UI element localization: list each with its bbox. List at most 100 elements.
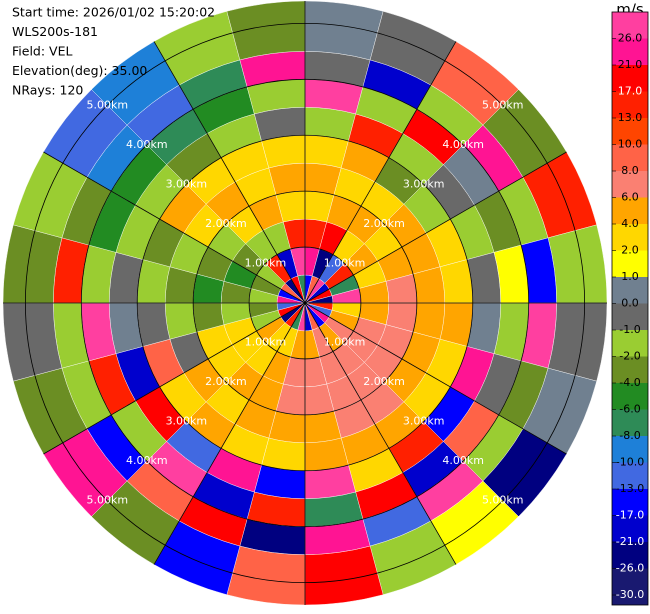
range-label: 1.00km — [245, 256, 287, 269]
spoke — [43, 302, 306, 455]
range-label: 3.00km — [166, 177, 208, 190]
info-line: WLS200s-181 — [12, 24, 98, 39]
colorbar-segment — [612, 250, 648, 277]
colorbar-label: -4.0 — [619, 376, 640, 389]
velocity-cell — [226, 545, 306, 606]
colorbar-segment — [612, 489, 648, 516]
colorbar-segment — [612, 330, 648, 357]
colorbar-label: 26.0 — [618, 32, 643, 45]
spoke — [304, 41, 457, 304]
velocity-cell — [439, 302, 473, 347]
colorbar-label: 6.0 — [621, 191, 639, 204]
range-grid: 1.00km 1.00km 1.00km 1.00km 2.00km 2.00km 2.00… — [3, 1, 607, 605]
colorbar-segment — [612, 356, 648, 383]
colorbar-label: -17.0 — [616, 509, 644, 522]
velocity-cell — [137, 259, 171, 304]
range-label: 4.00km — [126, 454, 168, 467]
colorbar-label: 13.0 — [618, 111, 643, 124]
range-ring — [192, 190, 418, 416]
range-ring — [248, 246, 362, 360]
info-block: Start time: 2026/01/02 15:20:02 WLS200s-1… — [12, 5, 215, 98]
range-label: 2.00km — [363, 217, 405, 230]
velocity-cell — [304, 545, 384, 606]
colorbar-label: 17.0 — [618, 85, 643, 98]
velocity-cell — [226, 0, 306, 61]
velocity-cell — [304, 0, 384, 61]
velocity-cell — [137, 302, 171, 347]
spoke — [304, 302, 457, 565]
velocity-cell — [261, 135, 306, 169]
colorbar-label: -1.0 — [619, 323, 640, 336]
colorbar-label: -26.0 — [616, 562, 644, 575]
colorbar-label: 0.0 — [621, 297, 639, 310]
colorbar-label: -8.0 — [619, 429, 640, 442]
colorbar-frame — [611, 11, 649, 606]
spoke — [43, 151, 306, 304]
spoke — [153, 41, 306, 304]
spoke — [304, 302, 567, 455]
colorbar-label: 8.0 — [621, 164, 639, 177]
velocity-cell — [2, 224, 63, 304]
range-label: 4.00km — [126, 138, 168, 151]
colorbar-segment — [612, 409, 648, 436]
colorbar-segment — [612, 171, 648, 198]
range-label: 3.00km — [166, 415, 208, 428]
spoke — [153, 302, 306, 565]
info-line: NRays: 120 — [12, 83, 83, 98]
velocity-cell — [261, 437, 306, 471]
velocity-cell — [2, 302, 63, 382]
colorbar-label: -21.0 — [616, 535, 644, 548]
colorbar-segment — [612, 383, 648, 410]
colorbar-segment — [612, 568, 648, 605]
colorbar-segment — [612, 65, 648, 92]
colorbar-label: 4.0 — [621, 217, 639, 230]
colorbar-label: -6.0 — [619, 403, 640, 416]
colorbar-segment — [612, 303, 648, 330]
range-label: 2.00km — [205, 375, 247, 388]
colorbar-segment — [612, 144, 648, 171]
info-line: Start time: 2026/01/02 15:20:02 — [12, 5, 215, 20]
range-label: 1.00km — [324, 256, 366, 269]
colorbar-segment — [612, 515, 648, 542]
range-label: 3.00km — [403, 415, 445, 428]
colorbar: m/s -30.0-26.0-21.0-17.0-13.0-10.0-8.0-6… — [611, 1, 649, 606]
colorbar-segment — [612, 224, 648, 251]
colorbar-segment — [612, 277, 648, 304]
velocity-cell — [304, 135, 349, 169]
velocity-cell — [439, 259, 473, 304]
colorbar-label: -2.0 — [619, 350, 640, 363]
range-label: 2.00km — [205, 217, 247, 230]
colorbar-label: 1.0 — [621, 270, 639, 283]
colorbar-label: -13.0 — [616, 482, 644, 495]
info-line: Field: VEL — [12, 44, 72, 59]
colorbar-segment — [612, 12, 648, 39]
colorbar-label: 10.0 — [618, 138, 643, 151]
colorbar-segment — [612, 197, 648, 224]
range-label: 2.00km — [363, 375, 405, 388]
colorbar-label: -30.0 — [616, 588, 644, 601]
range-label: 3.00km — [403, 177, 445, 190]
colorbar-label: -10.0 — [616, 456, 644, 469]
colorbar-segment — [612, 542, 648, 569]
colorbar-segment — [612, 436, 648, 463]
info-line: Elevation(deg): 35.00 — [12, 63, 147, 78]
colorbar-segment — [612, 462, 648, 489]
velocity-cell — [304, 437, 349, 471]
range-ring — [136, 134, 474, 472]
colorbar-segment — [612, 91, 648, 118]
range-ring — [24, 22, 586, 584]
range-label: 5.00km — [86, 98, 128, 111]
range-ring — [80, 78, 530, 528]
colorbar-label: 21.0 — [618, 58, 643, 71]
range-label: 4.00km — [442, 138, 484, 151]
range-label: 4.00km — [442, 454, 484, 467]
range-label: 1.00km — [245, 336, 287, 349]
spoke — [304, 151, 567, 304]
range-label: 5.00km — [86, 494, 128, 507]
velocity-cell — [547, 302, 608, 382]
range-label: 5.00km — [482, 494, 524, 507]
colorbar-segment — [612, 38, 648, 65]
colorbar-segment — [612, 118, 648, 145]
